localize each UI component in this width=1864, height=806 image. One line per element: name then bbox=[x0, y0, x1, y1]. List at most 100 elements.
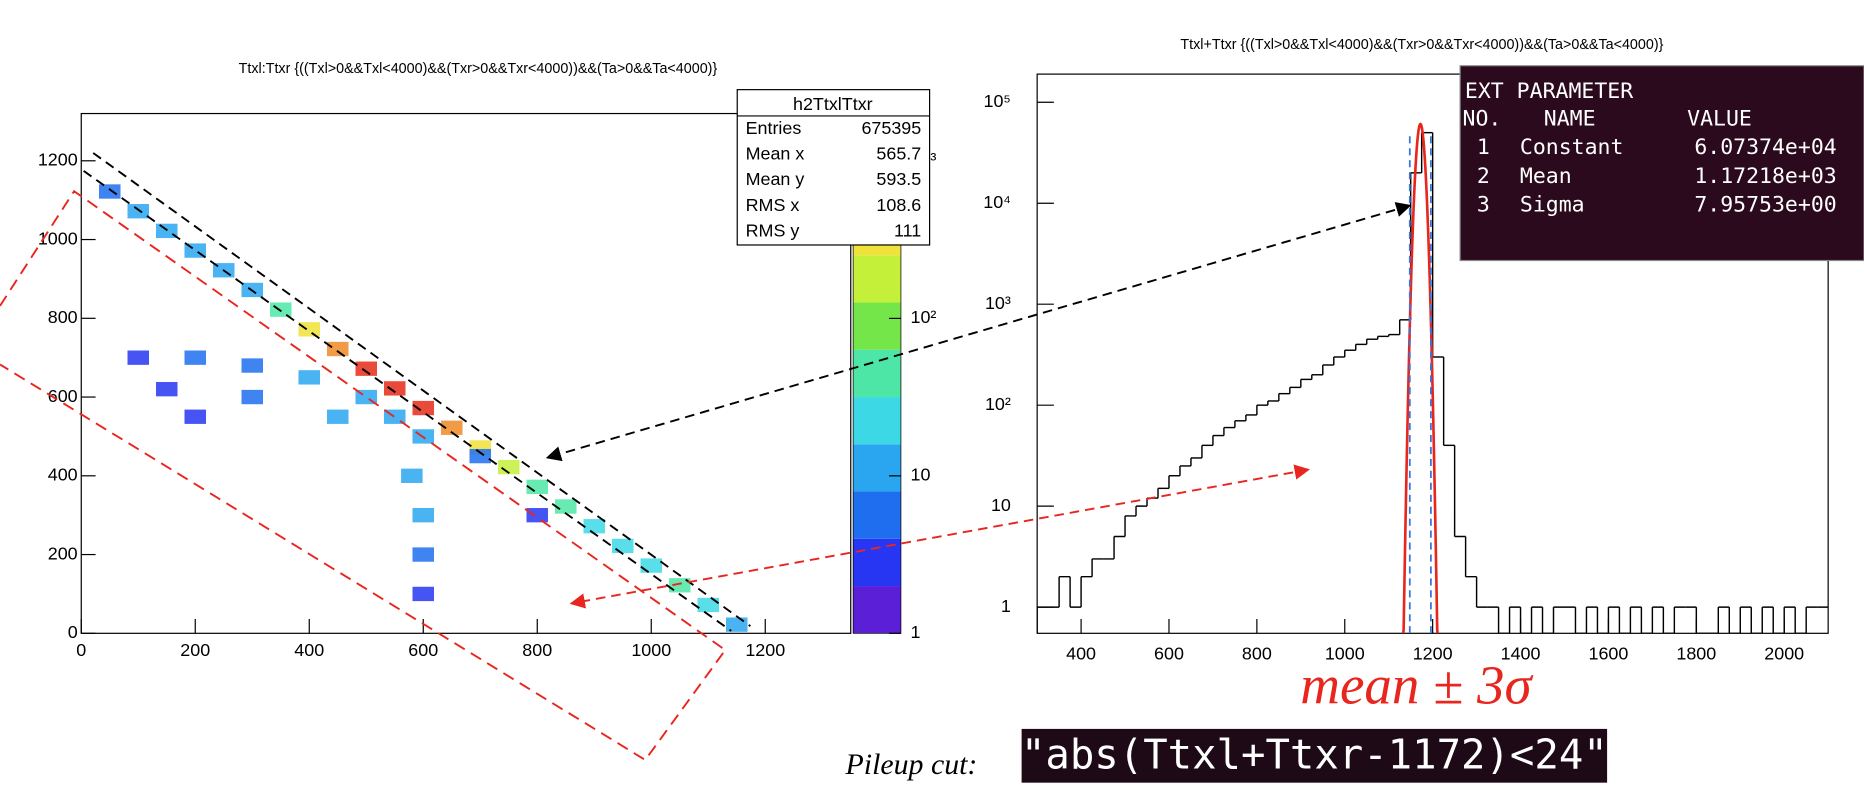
x-tick-label: 200 bbox=[180, 640, 210, 660]
cut-code: "abs(Ttxl+Ttxr-1172)<24" bbox=[1021, 731, 1608, 779]
x-tick-label: 0 bbox=[76, 640, 86, 660]
y-tick-label: 1 bbox=[1001, 596, 1011, 616]
point bbox=[640, 558, 663, 573]
fit-column: VALUE bbox=[1687, 107, 1752, 132]
color-scale-step bbox=[853, 491, 901, 539]
stats-name: Entries bbox=[746, 118, 802, 138]
fit-name: Sigma bbox=[1520, 193, 1585, 218]
stats-title: h2TtxlTtxr bbox=[793, 94, 873, 114]
x-tick-label: 800 bbox=[522, 640, 552, 660]
fit-no: 1 bbox=[1477, 135, 1490, 160]
x-tick-label: 400 bbox=[1066, 644, 1096, 664]
stats-value: 675395 bbox=[861, 118, 921, 138]
point bbox=[412, 547, 435, 562]
point bbox=[355, 361, 378, 376]
point bbox=[98, 184, 121, 199]
point bbox=[241, 358, 264, 373]
stats-value: 111 bbox=[894, 221, 921, 241]
point bbox=[526, 508, 549, 523]
x-tick-label: 1600 bbox=[1589, 644, 1629, 664]
plot-frame bbox=[80, 112, 852, 634]
color-scale-step bbox=[853, 538, 901, 587]
x-tick-label: 2000 bbox=[1764, 644, 1804, 664]
y-tick-label: 10⁵ bbox=[984, 91, 1011, 111]
point bbox=[611, 538, 634, 554]
point bbox=[326, 341, 349, 357]
color-scale-step bbox=[853, 586, 901, 634]
point bbox=[401, 468, 423, 483]
y-tick-label: 800 bbox=[48, 307, 78, 327]
formula: mean ± 3σ bbox=[1300, 654, 1533, 715]
arrow bbox=[545, 202, 1412, 462]
z-tick-label: 1 bbox=[910, 622, 920, 642]
point bbox=[155, 382, 178, 397]
fit-name: Constant bbox=[1520, 135, 1624, 160]
pileup-region bbox=[0, 189, 727, 762]
color-scale-step bbox=[853, 255, 901, 303]
point bbox=[412, 586, 435, 602]
y-tick-label: 400 bbox=[48, 465, 78, 485]
fit-box bbox=[1459, 65, 1864, 262]
point bbox=[440, 420, 463, 435]
stats-name: Mean x bbox=[746, 143, 805, 163]
point bbox=[497, 459, 520, 475]
point bbox=[241, 389, 264, 405]
fit-header: EXT PARAMETER bbox=[1465, 79, 1633, 104]
x-tick-label: 1800 bbox=[1676, 644, 1716, 664]
color-scale-step bbox=[853, 444, 901, 492]
z-tick-label: 10² bbox=[910, 307, 936, 327]
fit-value: 7.95753e+00 bbox=[1694, 193, 1836, 218]
point bbox=[554, 499, 577, 514]
fit-column: NO. bbox=[1463, 107, 1502, 132]
fit-value: 1.17218e+03 bbox=[1694, 164, 1836, 189]
x-tick-label: 600 bbox=[408, 640, 438, 660]
point bbox=[697, 597, 720, 613]
y-tick-label: 10 bbox=[991, 495, 1011, 515]
right-plot: Ttxl+Ttxr {((Txl>0&&Txl<4000)&&(Txr>0&&T… bbox=[983, 37, 1864, 664]
chart-title: Ttxl:Ttxr {((Txl>0&&Txl<4000)&&(Txr>0&&T… bbox=[239, 61, 718, 77]
fit-value: 6.07374e+04 bbox=[1694, 135, 1836, 160]
cut-label: Pileup cut: bbox=[845, 748, 978, 781]
stats-value: 108.6 bbox=[876, 195, 921, 215]
code-box bbox=[1021, 728, 1608, 783]
point bbox=[326, 409, 349, 424]
y-tick-label: 1200 bbox=[38, 150, 78, 170]
y-tick-label: 200 bbox=[48, 543, 78, 563]
stats-name: Mean y bbox=[746, 169, 805, 189]
points bbox=[98, 184, 748, 632]
fit-no: 2 bbox=[1477, 164, 1490, 189]
left-plot: Ttxl:Ttxr {((Txl>0&&Txl<4000)&&(Txr>0&&T… bbox=[38, 61, 937, 660]
color-scale-step bbox=[853, 349, 901, 398]
point bbox=[412, 508, 435, 523]
point bbox=[469, 448, 492, 464]
x-tick-label: 1400 bbox=[1501, 644, 1541, 664]
cut-band-line bbox=[83, 170, 732, 632]
y-tick-label: 600 bbox=[48, 386, 78, 406]
point bbox=[298, 370, 321, 385]
y-tick-label: 0 bbox=[68, 622, 78, 642]
color-scale-step bbox=[853, 397, 901, 445]
point bbox=[383, 381, 406, 396]
point bbox=[184, 409, 207, 424]
x-tick-label: 1000 bbox=[631, 640, 671, 660]
stats-name: RMS x bbox=[746, 195, 800, 215]
x-tick-label: 800 bbox=[1242, 644, 1272, 664]
annotations: mean ± 3σ Pileup cut: "abs(Ttxl+Ttxr-117… bbox=[0, 152, 1608, 783]
x-tick-label: 1000 bbox=[1325, 644, 1365, 664]
x-tick-label: 1200 bbox=[1413, 644, 1453, 664]
arrow bbox=[569, 464, 1310, 609]
y-tick-label: 10² bbox=[985, 394, 1011, 414]
point bbox=[127, 350, 150, 365]
fit-no: 3 bbox=[1477, 193, 1490, 218]
stats-name: RMS y bbox=[746, 221, 800, 241]
x-tick-label: 400 bbox=[294, 640, 324, 660]
stats-value: 593.5 bbox=[876, 169, 921, 189]
point bbox=[184, 350, 207, 365]
point bbox=[412, 400, 435, 416]
chart-title: Ttxl+Ttxr {((Txl>0&&Txl<4000)&&(Txr>0&&T… bbox=[1180, 37, 1663, 53]
z-tick-label: 10 bbox=[910, 465, 930, 485]
x-tick-label: 1200 bbox=[745, 640, 785, 660]
x-tick-label: 600 bbox=[1154, 644, 1184, 664]
